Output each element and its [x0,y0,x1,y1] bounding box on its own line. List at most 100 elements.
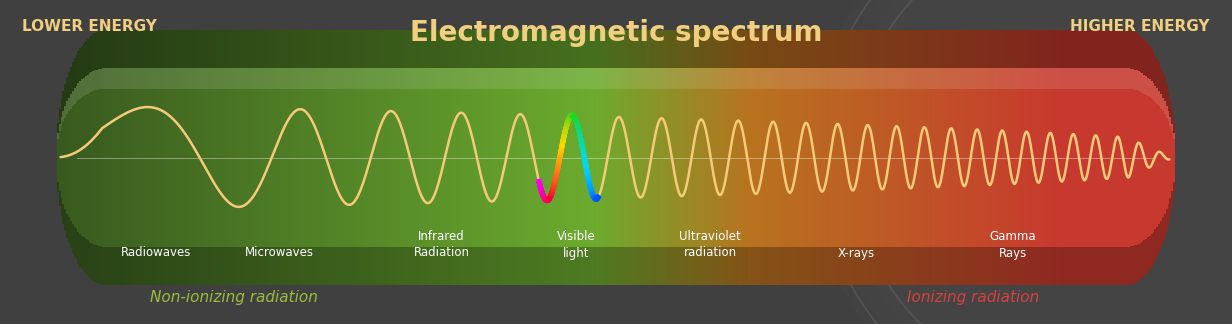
Bar [611,30,614,68]
Bar [686,68,687,89]
Bar [999,247,1002,285]
Bar [1014,30,1016,285]
Bar [102,68,103,89]
Bar [1060,30,1061,285]
Bar [669,30,671,68]
Bar [122,68,124,89]
Bar [949,68,951,89]
Bar [891,30,893,68]
Bar [241,30,244,285]
Bar [430,30,432,285]
Bar [447,30,448,285]
Bar [484,68,487,89]
Bar [727,30,729,68]
Bar [712,30,713,68]
Bar [1095,30,1096,68]
Bar [110,68,111,89]
Bar [1024,30,1026,285]
Bar [136,30,137,285]
Bar [81,46,83,269]
Bar [695,30,697,285]
Bar [966,30,968,285]
Bar [965,68,966,89]
Bar [708,30,710,68]
Bar [240,30,241,68]
Bar [890,68,891,89]
Bar [764,247,766,285]
Bar [669,247,671,285]
Bar [912,247,914,285]
Bar [590,30,593,68]
Bar [494,30,495,68]
Bar [648,247,650,285]
Bar [891,68,893,89]
Bar [1165,84,1168,231]
Bar [622,68,625,89]
Bar [255,68,256,89]
Bar [354,247,356,285]
Bar [839,30,841,68]
Bar [835,247,837,285]
Bar [118,30,121,68]
Bar [307,68,309,89]
Bar [748,30,749,68]
Bar [510,30,513,285]
Bar [458,30,460,285]
Bar [702,247,705,285]
Bar [517,30,520,285]
Bar [643,68,644,89]
Bar [979,68,981,89]
Bar [314,68,317,89]
Bar [133,68,136,89]
Bar [995,247,998,285]
Bar [266,30,267,68]
Bar [140,247,143,285]
Bar [219,30,221,285]
Bar [1095,247,1096,285]
Bar [469,68,472,89]
Bar [880,247,882,285]
Bar [890,30,891,285]
Bar [274,30,275,285]
Bar [1122,30,1125,68]
Bar [1057,68,1060,89]
Bar [361,30,363,68]
Bar [925,30,926,285]
Bar [139,30,140,68]
Bar [807,247,809,285]
Bar [219,68,221,89]
Bar [122,247,124,285]
Bar [1137,71,1140,91]
Bar [807,68,809,89]
Bar [498,30,499,285]
Bar [1052,68,1053,89]
Bar [303,68,306,89]
Bar [1052,247,1053,285]
Bar [132,30,133,68]
Bar [719,30,722,68]
Bar [282,30,285,68]
Bar [221,247,223,285]
Text: Gamma
Rays: Gamma Rays [989,230,1036,260]
Bar [524,247,525,285]
Bar [1149,236,1151,269]
Bar [658,68,660,89]
Bar [244,30,245,285]
Bar [1162,98,1164,111]
Bar [886,68,887,89]
Bar [731,30,733,68]
Bar [618,247,621,285]
Bar [600,247,602,285]
Bar [850,30,853,285]
Bar [729,30,731,68]
Bar [809,30,811,285]
Bar [944,247,945,285]
Bar [854,30,856,285]
Bar [706,68,708,89]
Bar [636,30,637,285]
Bar [344,247,346,285]
Bar [589,30,590,68]
Bar [983,30,984,68]
Bar [287,247,288,285]
Bar [1129,30,1130,285]
